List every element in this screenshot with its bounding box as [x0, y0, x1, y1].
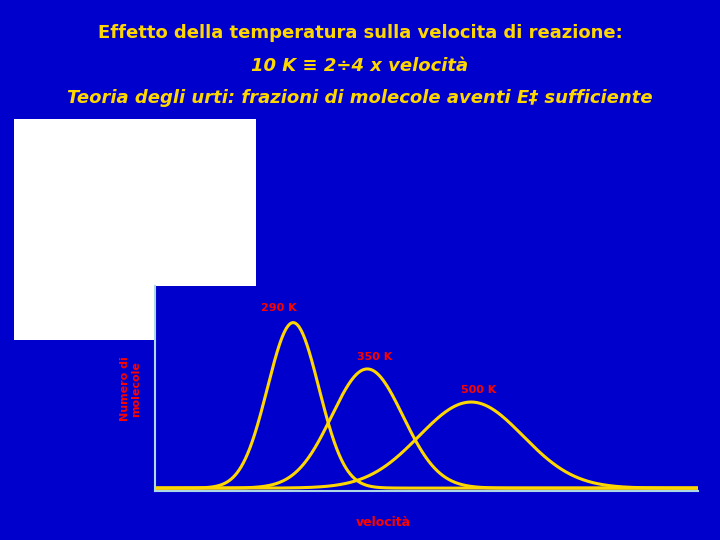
- Text: Teoria degli urti: frazioni di molecole aventi E‡ sufficiente: Teoria degli urti: frazioni di molecole …: [67, 89, 653, 107]
- Text: 500 K: 500 K: [461, 386, 496, 395]
- Text: velocità: velocità: [356, 516, 410, 529]
- Text: 10 K ≡ 2÷4 x velocità: 10 K ≡ 2÷4 x velocità: [251, 57, 469, 75]
- Text: Numero di
molecole: Numero di molecole: [120, 356, 141, 421]
- Text: 350 K: 350 K: [357, 352, 392, 362]
- Text: 290 K: 290 K: [261, 303, 296, 313]
- Text: Effetto della temperatura sulla velocita di reazione:: Effetto della temperatura sulla velocita…: [98, 24, 622, 42]
